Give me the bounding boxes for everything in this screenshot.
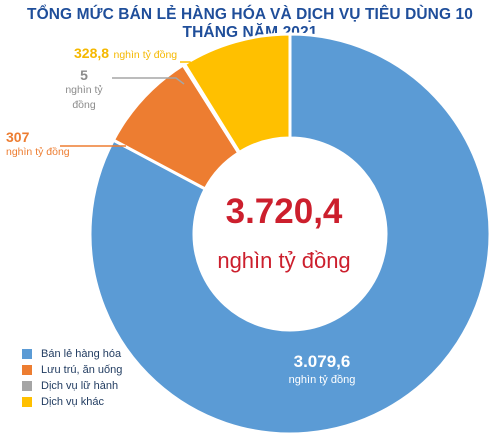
slice-2-callout: 5 nghìn tỷ đồng xyxy=(54,68,114,113)
slice-3-callout: 328,8 nghìn tỷ đồng xyxy=(74,46,177,63)
legend-label-1: Lưu trú, ăn uống xyxy=(41,363,123,376)
slice-3-value: 328,8 xyxy=(74,45,110,61)
slice-0-value: 3.079,6 xyxy=(293,352,351,371)
slice-3 xyxy=(182,32,292,155)
leader-slice-3 xyxy=(180,61,197,71)
legend-swatch-0 xyxy=(22,348,32,359)
legend-label-2: Dịch vụ lữ hành xyxy=(41,379,119,392)
legend-label-3: Dịch vụ khác xyxy=(41,395,104,408)
leader-slice-2 xyxy=(112,77,185,85)
legend-item-3: Dịch vụ khác xyxy=(22,394,122,409)
slice-1-callout: 307 nghìn tỷ đồng xyxy=(6,130,70,160)
slice-0-unit: nghìn tỷ đồng xyxy=(288,374,356,386)
slice-2-unit: nghìn tỷ đồng xyxy=(65,84,103,111)
legend-swatch-1 xyxy=(22,364,32,375)
slice-0 xyxy=(88,32,492,436)
legend-swatch-3 xyxy=(22,396,32,407)
slice-2-value: 5 xyxy=(80,67,88,83)
total-unit: nghìn tỷ đồng xyxy=(217,248,351,273)
legend-label-0: Bán lẻ hàng hóa xyxy=(41,347,122,360)
slice-0-data-label: 3.079,6 nghìn tỷ đồng xyxy=(262,352,382,386)
slice-1-value: 307 xyxy=(6,129,30,145)
legend-item-2: Dịch vụ lữ hành xyxy=(22,378,122,393)
slice-3-unit: nghìn tỷ đồng xyxy=(113,49,178,61)
total-value: 3.720,4 xyxy=(225,192,343,231)
legend-item-1: Lưu trú, ăn uống xyxy=(22,362,122,377)
legend-swatch-2 xyxy=(22,380,32,391)
legend: Bán lẻ hàng hóa Lưu trú, ăn uống Dịch vụ… xyxy=(22,346,122,410)
legend-item-0: Bán lẻ hàng hóa xyxy=(22,346,122,361)
slice-1-unit: nghìn tỷ đồng xyxy=(6,146,70,158)
